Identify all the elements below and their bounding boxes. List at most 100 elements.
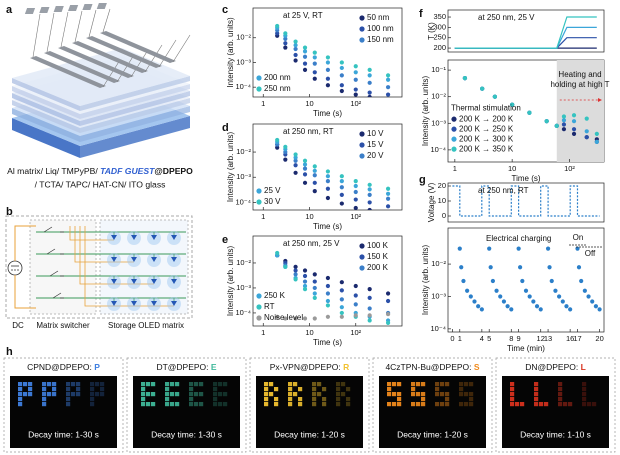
caption-guest: TADF GUEST <box>100 166 155 176</box>
data-point <box>325 174 331 179</box>
stack-caption: Al matrix/ Liq/ TMPyPB/ TADF GUEST@DPEPO <box>7 166 193 176</box>
pixel <box>322 387 327 392</box>
wire <box>32 13 41 58</box>
pixel <box>459 382 464 387</box>
pixel <box>582 402 587 407</box>
data-point <box>293 277 298 282</box>
sample-name: Px-VPN@DPEPO: <box>270 362 343 372</box>
legend-marker <box>256 75 262 81</box>
data-point <box>538 307 543 312</box>
pixel <box>392 402 397 407</box>
data-point <box>339 280 344 285</box>
data-point <box>283 31 288 36</box>
pixel <box>90 402 95 407</box>
x-tick-label: 17 <box>573 334 581 343</box>
legend-label: 200 K → 200 K <box>459 114 514 123</box>
al-stripe <box>58 46 134 78</box>
sample-photo <box>502 376 609 448</box>
pixel <box>397 392 402 397</box>
data-point <box>465 288 470 293</box>
pixel <box>544 402 549 407</box>
data-point <box>385 204 391 209</box>
data-point <box>571 127 577 132</box>
data-point <box>487 246 492 251</box>
y-tick-label: 10⁻³ <box>431 291 446 300</box>
data-point <box>353 197 358 202</box>
data-point <box>353 87 358 92</box>
pixel <box>411 382 416 387</box>
data-point <box>312 55 317 60</box>
y-tick-label: 200 <box>433 43 446 52</box>
pixel <box>42 382 47 387</box>
y-tick-label: 300 <box>433 22 446 31</box>
data-point <box>339 305 344 310</box>
pixel <box>464 402 469 407</box>
data-point <box>353 293 358 298</box>
pixel <box>141 392 146 397</box>
data-point <box>476 304 481 309</box>
data-point <box>584 135 589 140</box>
pixel <box>416 382 421 387</box>
pixel <box>534 392 539 397</box>
data-point <box>293 170 298 175</box>
pixel <box>141 382 146 387</box>
pixel <box>510 387 515 392</box>
legend-label: Noise level <box>264 313 303 322</box>
x-axis-title: Time (min) <box>507 344 545 353</box>
plot-area <box>457 246 602 312</box>
pixel <box>165 382 170 387</box>
data-point <box>386 98 390 102</box>
pad <box>53 6 64 12</box>
plot-area <box>462 76 599 144</box>
data-point <box>293 268 298 273</box>
oled-diode <box>131 279 137 284</box>
pixel <box>288 382 293 387</box>
pixel <box>213 392 218 397</box>
data-point <box>544 119 549 124</box>
data-point <box>312 279 317 284</box>
y-axis-title: Intensity (arb. units) <box>226 17 235 88</box>
data-point <box>367 80 372 85</box>
data-point <box>386 210 390 214</box>
pixel <box>346 402 351 407</box>
data-point <box>353 189 358 195</box>
y-tick-label: 10⁻³ <box>236 57 251 66</box>
data-point <box>367 286 372 292</box>
y-tick-label: 10⁻³ <box>236 172 251 181</box>
pixel <box>95 382 100 387</box>
oled-diode <box>171 235 177 240</box>
caption-part: @ <box>154 166 162 176</box>
x-tick-label: 5 <box>487 334 491 343</box>
data-point <box>312 295 317 300</box>
layer-side <box>80 116 190 158</box>
pixel <box>440 402 445 407</box>
legend-title: Thermal stimulation <box>451 103 521 112</box>
data-point <box>275 145 280 150</box>
data-point <box>312 61 317 66</box>
sample-name: DN@DPEPO: <box>525 362 580 372</box>
x-tick-label: 9 <box>517 334 521 343</box>
decay-time: Decay time: 1-30 s <box>151 429 222 439</box>
oled-diode <box>151 235 157 240</box>
data-point <box>480 86 485 91</box>
layer-side <box>12 100 80 133</box>
data-point <box>293 52 298 58</box>
pixel <box>189 402 194 407</box>
plot-frame <box>447 227 605 333</box>
pixel <box>445 402 450 407</box>
pixel <box>194 382 199 387</box>
y-tick-label: 10⁻⁴ <box>235 308 251 317</box>
wire <box>158 39 177 68</box>
pixel <box>213 382 218 387</box>
data-point <box>553 288 558 293</box>
pixel <box>288 402 293 407</box>
shaded-region <box>556 60 604 162</box>
data-point <box>561 122 567 127</box>
pixel <box>397 402 402 407</box>
pixel <box>469 402 474 407</box>
data-point <box>353 283 358 289</box>
data-point <box>325 67 331 72</box>
pixel <box>534 382 539 387</box>
data-point <box>293 46 298 52</box>
circuit-frame <box>5 215 193 319</box>
